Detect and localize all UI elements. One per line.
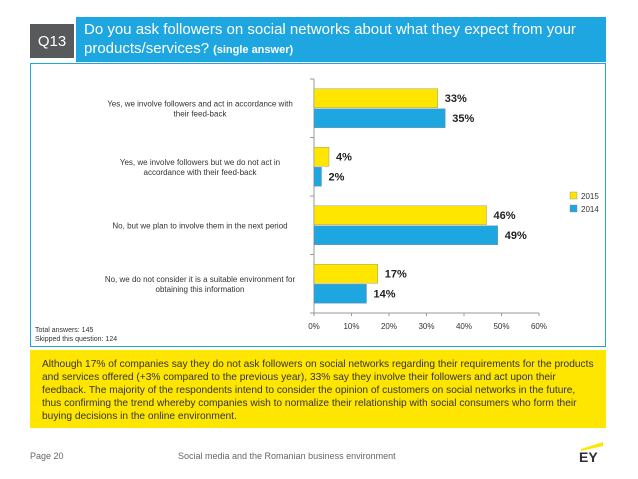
data-label: 33%	[445, 93, 467, 105]
bar-2014-1	[313, 167, 322, 187]
category-label: obtaining this information	[156, 285, 245, 294]
data-label: 46%	[494, 210, 516, 222]
totals-block: Total answers: 145 Skipped this question…	[35, 326, 117, 344]
bar-2014-2	[313, 225, 498, 245]
x-tick-label: 50%	[493, 322, 509, 331]
category-label: Yes, we involve followers but we do not …	[120, 158, 280, 167]
ey-logo: EY	[579, 442, 603, 463]
x-tick-label: 10%	[343, 322, 359, 331]
x-tick-label: 0%	[308, 322, 320, 331]
chart-frame	[30, 63, 606, 347]
question-number: Q13	[30, 24, 74, 58]
title-text: Do you ask followers on social networks …	[84, 21, 576, 57]
data-label: 4%	[336, 151, 352, 163]
legend-swatch-2015	[569, 191, 578, 200]
data-label: 2%	[329, 171, 345, 183]
bar-chart: 0% 10% 20% 30% 40% 50% 60% 33% 35% Yes, we involv…	[105, 78, 599, 331]
category-label: No, we do not consider it is a suitable …	[105, 275, 296, 284]
data-label: 35%	[452, 113, 474, 125]
total-answers: Total answers: 145	[35, 327, 94, 334]
x-tick-label: 60%	[531, 322, 547, 331]
bar-2015-2	[313, 205, 487, 225]
legend-swatch-2014	[569, 204, 578, 213]
data-label: 17%	[385, 268, 407, 280]
x-tick-label: 30%	[418, 322, 434, 331]
page-title: Do you ask followers on social networks …	[76, 17, 606, 62]
page-number: Page 20	[30, 451, 64, 461]
skipped-count: Skipped this question: 124	[35, 336, 118, 343]
x-tick-label: 40%	[456, 322, 472, 331]
category-label: Yes, we involve followers and act in acc…	[107, 99, 293, 108]
data-label: 14%	[374, 288, 396, 300]
bar-2015-3	[313, 264, 378, 284]
logo-beam	[581, 442, 603, 451]
category-label: No, but we plan to involve them in the n…	[112, 221, 287, 230]
summary-note: Although 17% of companies say they do no…	[30, 350, 606, 428]
bar-2015-0	[313, 88, 438, 108]
bar-2015-1	[313, 147, 330, 167]
bar-2014-0	[313, 108, 446, 128]
category-label: accordance with their feed-back	[144, 168, 258, 177]
bar-2014-3	[313, 284, 367, 304]
category-label: their feed-back	[174, 109, 228, 118]
legend-label: 2014	[581, 205, 599, 214]
logo-text: EY	[579, 449, 598, 463]
title-subtitle: (single answer)	[213, 44, 294, 56]
footer-title: Social media and the Romanian business e…	[178, 451, 396, 461]
x-tick-label: 20%	[381, 322, 397, 331]
data-label: 49%	[505, 230, 527, 242]
legend-label: 2015	[581, 192, 599, 201]
